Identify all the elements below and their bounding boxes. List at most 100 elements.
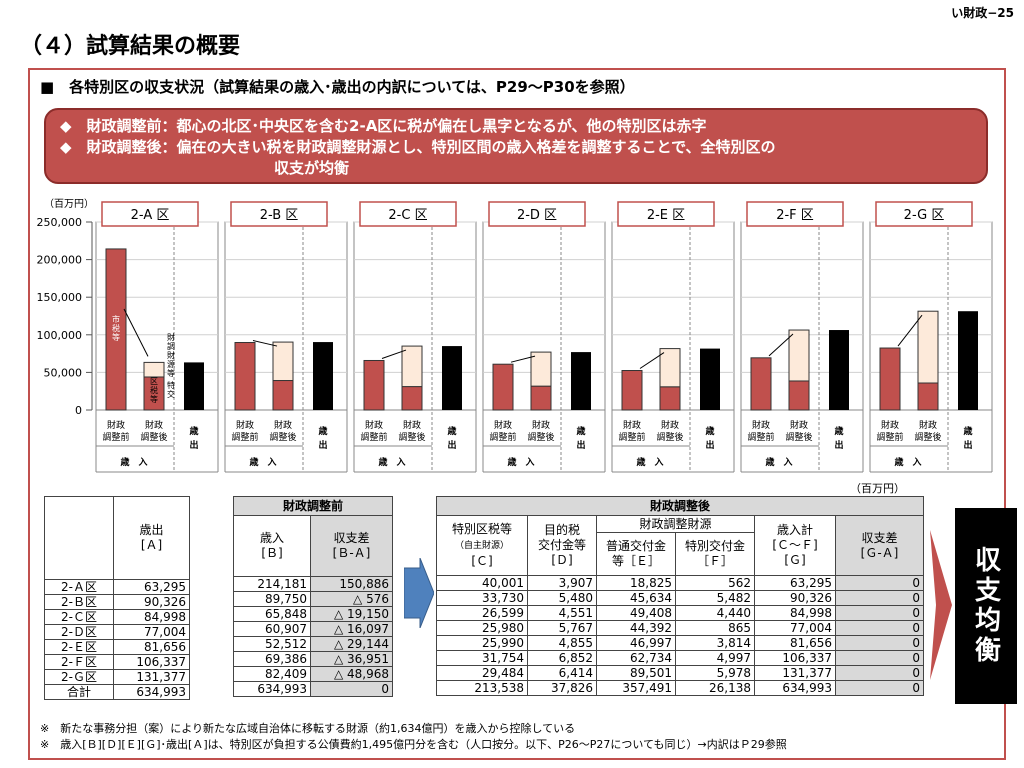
section-subtitle: ■ 各特別区の収支状況（試算結果の歳入･歳出の内訳については、P29～P30を参… — [40, 78, 635, 96]
cell-C: 25,990 — [436, 635, 528, 651]
cell-C: 25,980 — [436, 620, 528, 636]
x-label-before: 調整前 — [747, 431, 774, 443]
arrow-icon — [381, 349, 407, 359]
x-label-revenue: 歳 入 — [377, 456, 405, 468]
bar-label-fund: 等 — [167, 368, 175, 378]
bal-before-cell: △ 19,150 — [310, 606, 393, 622]
rev-before-cell: 69,386 — [233, 651, 311, 667]
bar-expense — [571, 352, 591, 410]
rev-before-cell: 52,512 — [233, 636, 311, 652]
x-label-expense: 歳 — [188, 425, 198, 437]
y-tick-label: 250,000 — [37, 216, 83, 229]
bal-after-cell: 0 — [835, 590, 924, 606]
ward-cell: 2-Ｂ区 — [44, 594, 114, 610]
table-row: 2-Ｆ区 106,337 — [44, 654, 190, 670]
cell-G: 106,337 — [754, 650, 836, 666]
cell-E: 49,408 — [596, 605, 676, 621]
x-label-before: 財政 — [107, 419, 125, 431]
bar-after-tax — [788, 380, 810, 411]
x-label-expense: 歳 — [704, 425, 714, 437]
cell-D: 6,852 — [527, 650, 597, 666]
x-label-expense: 歳 — [575, 425, 585, 437]
x-label-expense: 歳 — [317, 425, 327, 437]
table-row: 2-Ｂ区 90,326 — [44, 594, 190, 610]
x-label-before: 調整前 — [102, 431, 129, 443]
x-label-after: 調整後 — [140, 431, 167, 443]
x-label-after: 財政 — [532, 419, 550, 431]
ward-cell: 2-Ｃ区 — [44, 609, 114, 625]
table-row: 69,386 △ 36,951 — [233, 651, 393, 667]
bar-chart: 0 50,000 100,000 150,000 200,000 250,000 2-A 区… — [37, 201, 993, 473]
panel-label: 2-C 区 — [388, 208, 427, 223]
x-label-revenue: 歳 入 — [635, 456, 663, 468]
table-row: 60,907 △ 16,097 — [233, 621, 393, 637]
table-row: 40,001 3,907 18,825 562 63,295 0 — [436, 575, 924, 591]
ward-cell: 2-Ｆ区 — [44, 654, 114, 670]
x-label-after: 調整後 — [785, 431, 812, 443]
x-label-after: 財政 — [145, 419, 163, 431]
x-label-after: 調整後 — [656, 431, 683, 443]
expense-cell: 90,326 — [113, 594, 190, 610]
panel-label: 2-E 区 — [647, 208, 685, 223]
arrow-right-icon — [404, 558, 434, 628]
x-label-expense: 歳 — [833, 425, 843, 437]
expense-cell: 77,004 — [113, 624, 190, 640]
x-label-expense: 出 — [963, 439, 972, 451]
chevron-right-icon — [930, 530, 952, 680]
ward-cell: 2-Ｄ区 — [44, 624, 114, 640]
bal-after-cell: 0 — [835, 605, 924, 621]
table-unit-label: （百万円） — [850, 482, 905, 495]
table-row: 26,599 4,551 49,408 4,440 84,998 0 — [436, 605, 924, 621]
bar-expense — [958, 311, 978, 410]
rev-before-cell: 89,750 — [233, 591, 311, 607]
panel-label: 2-D 区 — [517, 208, 557, 223]
bar-label-tax: 等 — [112, 332, 120, 342]
chart-unit-label: （百万円） — [44, 199, 94, 210]
table-row: 2-Ｅ区 81,656 — [44, 639, 190, 655]
footnote-1: ※ 新たな事務分担（案）により新たな広域自治体に移転する財源（約1,634億円）… — [40, 722, 576, 735]
table-row: 31,754 6,852 62,734 4,997 106,337 0 — [436, 650, 924, 666]
x-label-before: 調整前 — [231, 431, 258, 443]
cell-G: 63,295 — [754, 575, 836, 591]
bar-after-fund — [401, 345, 423, 388]
after-table: 財政調整後 特別区税等 （自主財源） [Ｃ] 目的税 交付金等 [Ｄ] 財政調整… — [436, 496, 924, 696]
cell-F: 865 — [675, 620, 755, 636]
table-row: 89,750 △ 576 — [233, 591, 393, 607]
col-purpose: 目的税 交付金等 [Ｄ] — [527, 515, 597, 576]
x-label-after: 財政 — [274, 419, 292, 431]
x-label-before: 財政 — [881, 419, 899, 431]
expense-cell: 634,993 — [113, 684, 190, 700]
y-tick-label: 100,000 — [37, 329, 83, 342]
bar-before — [234, 342, 256, 411]
x-label-after: 財政 — [403, 419, 421, 431]
cell-E: 62,734 — [596, 650, 676, 666]
expense-cell: 131,377 — [113, 669, 190, 685]
table-row: 2-Ａ区 63,295 — [44, 579, 190, 595]
table-row: 33,730 5,480 45,634 5,482 90,326 0 — [436, 590, 924, 606]
x-label-expense: 歳 — [446, 425, 456, 437]
table-row: 2-Ｇ区 131,377 — [44, 669, 190, 685]
x-label-after: 調整後 — [914, 431, 941, 443]
x-label-expense: 出 — [576, 439, 585, 451]
col-fund: 財政調整財源 — [596, 515, 755, 533]
x-label-expense: 出 — [705, 439, 714, 451]
ward-cell: 2-Ａ区 — [44, 579, 114, 595]
arrow-icon — [123, 308, 149, 357]
x-label-before: 財政 — [365, 419, 383, 431]
bar-before — [879, 347, 901, 411]
cell-C: 40,001 — [436, 575, 528, 591]
bar-label-tax2: 区 — [150, 377, 158, 386]
rev-before-cell: 214,181 — [233, 576, 311, 592]
cell-D: 6,414 — [527, 665, 597, 681]
arrow-icon — [639, 352, 665, 369]
arrow-icon — [897, 314, 923, 347]
bar-after-fund — [530, 351, 552, 387]
arrow-icon — [768, 333, 794, 357]
cell-G: 634,993 — [754, 680, 836, 696]
col-bal-after: 収支差 [Ｇ-Ａ] — [835, 515, 924, 576]
ward-cell: 2-Ｇ区 — [44, 669, 114, 685]
panel-label-box — [230, 201, 328, 227]
ward-cell: 合計 — [44, 684, 114, 700]
col-bal-before: 収支差 [Ｂ-Ａ] — [310, 515, 393, 577]
arrow-icon — [510, 355, 536, 363]
